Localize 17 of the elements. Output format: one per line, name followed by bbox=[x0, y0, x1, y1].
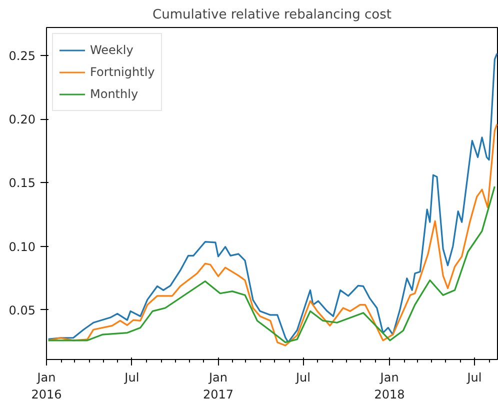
y-tick-label: 0.10 bbox=[8, 240, 36, 254]
line-series bbox=[48, 123, 498, 346]
y-tick-label: 0.20 bbox=[8, 112, 36, 127]
y-tick-label: 0.25 bbox=[8, 48, 36, 63]
legend-label: Monthly bbox=[90, 87, 138, 101]
y-tick-label: 0.05 bbox=[8, 303, 36, 318]
legend-label: Fortnightly bbox=[90, 65, 155, 79]
y-tick-label: 0.15 bbox=[8, 176, 36, 190]
line-series bbox=[48, 186, 496, 344]
x-tick-label: Jul bbox=[294, 370, 310, 384]
x-tick-label: Jan 2017 bbox=[202, 370, 234, 402]
x-tick-label: Jan 2018 bbox=[374, 370, 405, 402]
x-tick-label: Jul bbox=[124, 370, 140, 384]
x-tick-label: Jul bbox=[466, 370, 482, 384]
chart-title: Cumulative relative rebalancing cost bbox=[152, 8, 392, 22]
legend-label: Weekly bbox=[90, 43, 134, 57]
x-tick-label: Jan 2016 bbox=[31, 370, 62, 402]
